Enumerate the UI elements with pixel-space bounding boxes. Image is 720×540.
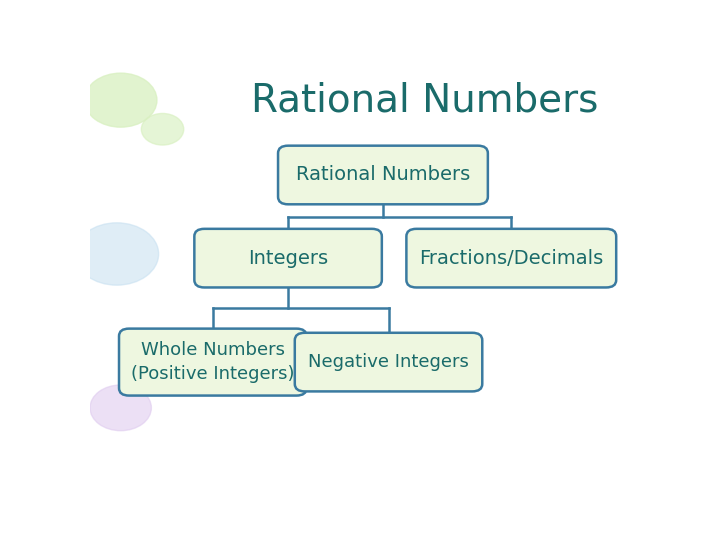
Text: Rational Numbers: Rational Numbers (296, 165, 470, 185)
Circle shape (75, 223, 158, 285)
FancyBboxPatch shape (278, 146, 488, 204)
Circle shape (84, 73, 157, 127)
Circle shape (90, 385, 151, 431)
Text: Negative Integers: Negative Integers (308, 353, 469, 371)
Text: Whole Numbers
(Positive Integers): Whole Numbers (Positive Integers) (131, 341, 294, 383)
Circle shape (141, 113, 184, 145)
FancyBboxPatch shape (119, 329, 307, 396)
Text: Integers: Integers (248, 248, 328, 268)
Text: Rational Numbers: Rational Numbers (251, 81, 598, 119)
Text: Fractions/Decimals: Fractions/Decimals (419, 248, 603, 268)
FancyBboxPatch shape (406, 229, 616, 287)
FancyBboxPatch shape (194, 229, 382, 287)
FancyBboxPatch shape (294, 333, 482, 392)
